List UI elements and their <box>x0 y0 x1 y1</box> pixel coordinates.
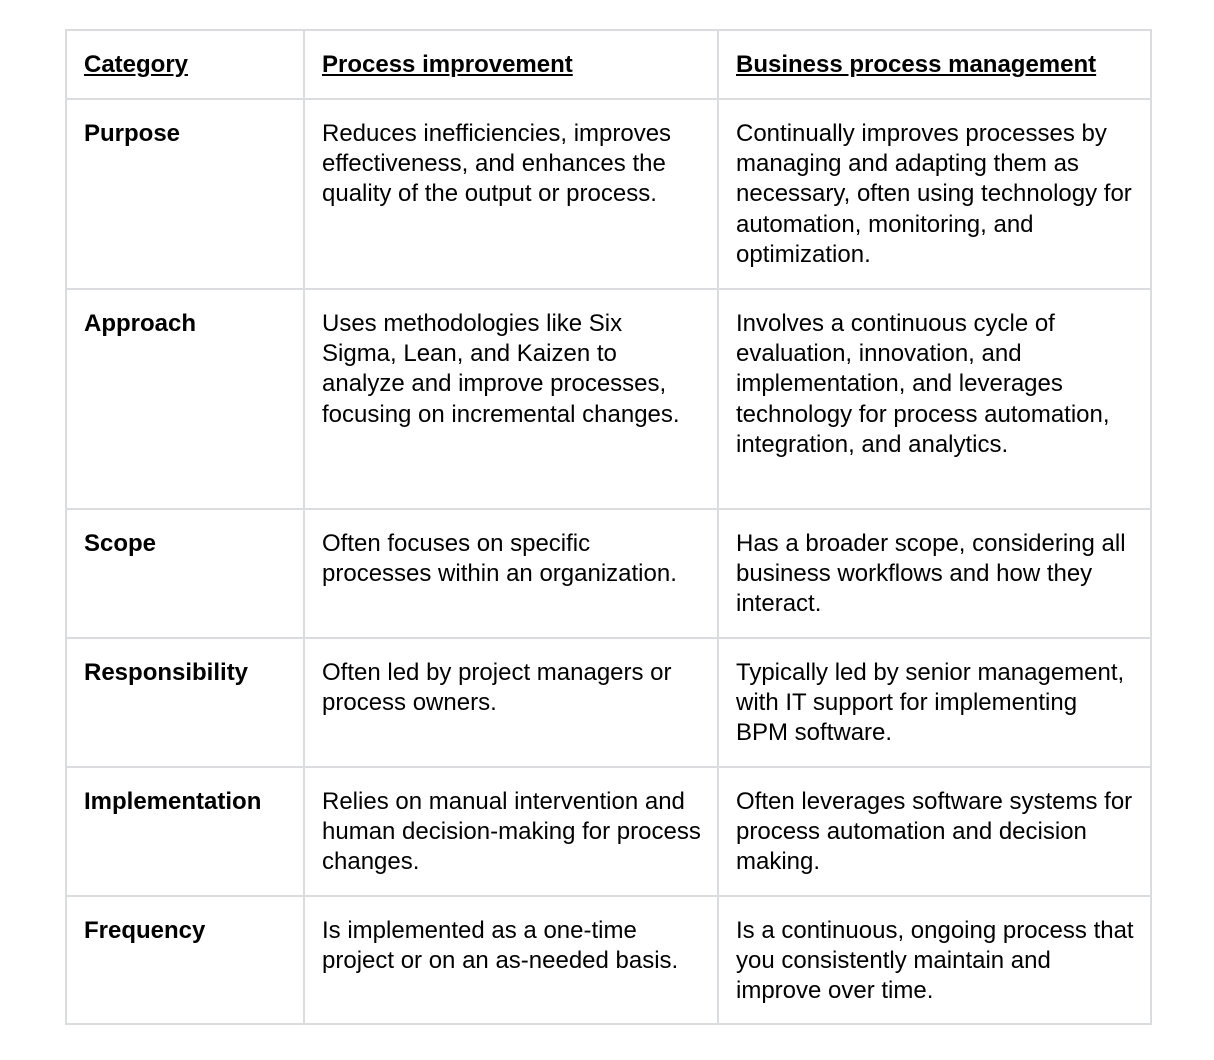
process-improvement-cell: Reduces inefficiencies, improves effecti… <box>303 98 719 290</box>
category-cell: Purpose <box>65 98 305 290</box>
process-improvement-cell: Often led by project managers or process… <box>303 637 719 768</box>
header-row: Category Process improvement Business pr… <box>65 29 1152 100</box>
bpm-cell: Is a continuous, ongoing process that yo… <box>717 895 1152 1025</box>
table-row: Purpose Reduces inefficiencies, improves … <box>65 98 1152 290</box>
process-improvement-cell: Uses methodologies like Six Sigma, Lean,… <box>303 288 719 510</box>
header-process-improvement: Process improvement <box>303 29 719 100</box>
process-improvement-cell: Relies on manual intervention and human … <box>303 766 719 897</box>
table-row: Approach Uses methodologies like Six Sigm… <box>65 288 1152 510</box>
category-cell: Approach <box>65 288 305 510</box>
header-category: Category <box>65 29 305 100</box>
table-row: Scope Often focuses on specific processes… <box>65 508 1152 639</box>
category-cell: Frequency <box>65 895 305 1025</box>
bpm-cell: Often leverages software systems for pro… <box>717 766 1152 897</box>
comparison-table: Category Process improvement Business pr… <box>65 29 1152 1025</box>
table-row: Implementation Relies on manual intervent… <box>65 766 1152 897</box>
process-improvement-cell: Often focuses on specific processes with… <box>303 508 719 639</box>
process-improvement-cell: Is implemented as a one-time project or … <box>303 895 719 1025</box>
bpm-cell: Continually improves processes by managi… <box>717 98 1152 290</box>
category-cell: Scope <box>65 508 305 639</box>
table-row: Frequency Is implemented as a one-time pr… <box>65 895 1152 1025</box>
table-row: Responsibility Often led by project manag… <box>65 637 1152 768</box>
bpm-cell: Typically led by senior management, with… <box>717 637 1152 768</box>
header-bpm: Business process management <box>717 29 1152 100</box>
category-cell: Implementation <box>65 766 305 897</box>
bpm-cell: Has a broader scope, considering all bus… <box>717 508 1152 639</box>
bpm-cell: Involves a continuous cycle of evaluatio… <box>717 288 1152 510</box>
category-cell: Responsibility <box>65 637 305 768</box>
